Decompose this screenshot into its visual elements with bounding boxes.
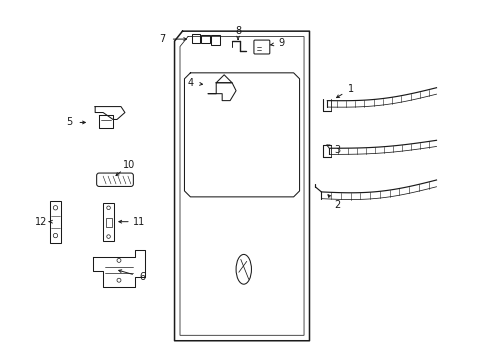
Text: 5: 5	[66, 117, 72, 127]
Text: 7: 7	[159, 34, 165, 44]
Text: 8: 8	[235, 26, 241, 36]
Bar	[211, 35, 220, 45]
Bar	[103, 203, 114, 240]
Text: 1: 1	[347, 84, 353, 94]
Text: 11: 11	[132, 217, 144, 227]
Text: 3: 3	[333, 145, 340, 155]
Text: 10: 10	[122, 160, 135, 170]
Bar	[49, 201, 61, 243]
Text: 4: 4	[187, 78, 193, 88]
Bar	[201, 35, 210, 42]
Text: 2: 2	[333, 200, 340, 210]
Text: 12: 12	[35, 217, 48, 227]
Bar	[192, 34, 200, 43]
Text: 6: 6	[140, 272, 145, 282]
Bar	[105, 218, 111, 227]
Text: 9: 9	[278, 38, 284, 48]
